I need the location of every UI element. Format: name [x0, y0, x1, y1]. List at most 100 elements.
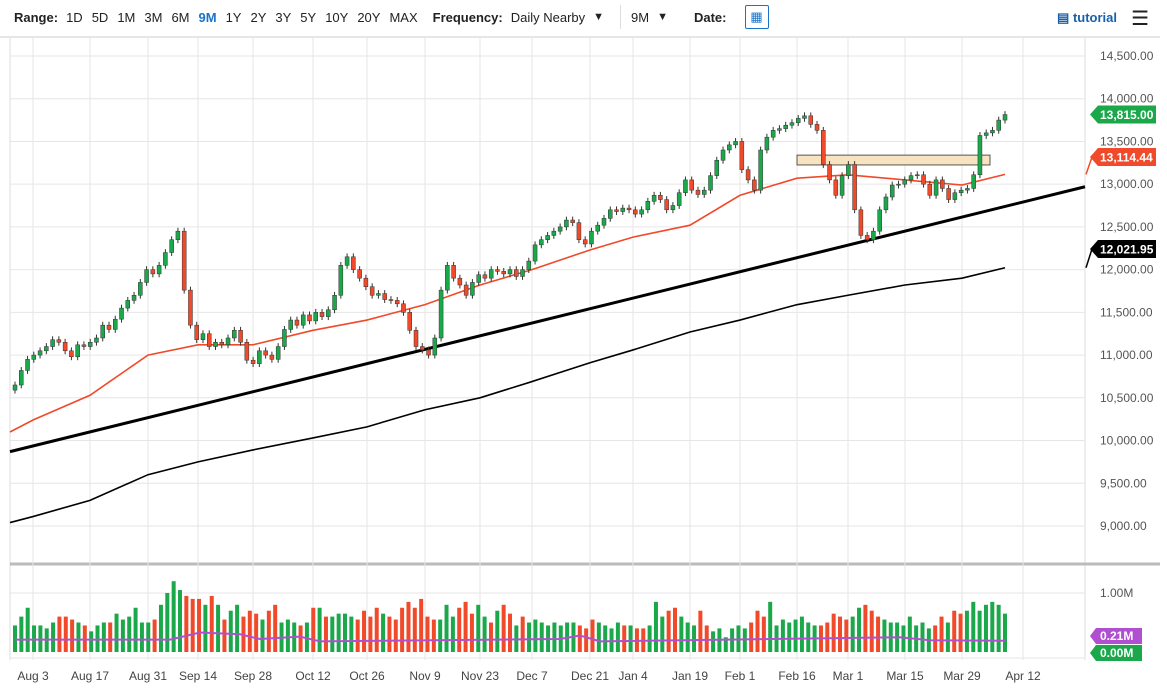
tutorial-link[interactable]: ▤ tutorial — [1057, 10, 1117, 26]
candle — [532, 244, 538, 262]
volume-bar — [907, 616, 912, 652]
candle — [213, 342, 218, 347]
range-1y[interactable]: 1Y — [225, 9, 242, 25]
volume-bar — [158, 604, 163, 652]
candle — [752, 179, 757, 191]
candle — [119, 307, 124, 320]
candle — [946, 188, 951, 200]
candle — [332, 295, 337, 311]
range-3m[interactable]: 3M — [144, 9, 163, 25]
candle — [407, 312, 412, 331]
volume-bar — [882, 619, 887, 652]
candle — [238, 330, 243, 343]
candle — [31, 354, 37, 360]
volume-bar — [330, 616, 335, 652]
range-5y[interactable]: 5Y — [300, 9, 317, 25]
volume-bar — [108, 622, 113, 652]
volume-bar — [260, 619, 265, 652]
period-select[interactable]: 9M — [631, 9, 650, 25]
candle — [175, 230, 181, 240]
volume-bar — [539, 622, 544, 652]
candle — [733, 141, 738, 146]
candle — [326, 309, 331, 317]
candle — [56, 339, 62, 343]
range-max[interactable]: MAX — [389, 9, 418, 25]
range-2y[interactable]: 2Y — [250, 9, 267, 25]
volume-bar — [203, 604, 208, 652]
x-tick-label: Sep 14 — [179, 669, 217, 683]
volume-bar — [901, 625, 906, 652]
volume-bar — [120, 619, 125, 652]
candle — [250, 359, 256, 364]
volume-bar — [222, 619, 227, 652]
volume-bar — [431, 619, 436, 652]
candle — [564, 219, 569, 228]
candle — [382, 293, 387, 300]
candle — [163, 252, 168, 266]
candle — [445, 265, 450, 291]
chevron-down-icon[interactable]: ▼ — [593, 11, 605, 23]
volume-bar — [971, 601, 976, 652]
y-tick-label: 11,500.00 — [1100, 305, 1153, 319]
candle — [75, 344, 80, 358]
volume-bar — [381, 613, 386, 652]
y-tick-label: 14,000.00 — [1100, 92, 1154, 106]
volume-bar — [317, 607, 322, 652]
candle — [933, 179, 939, 196]
volume-bar — [615, 622, 620, 652]
range-20y[interactable]: 20Y — [357, 9, 381, 25]
volume-bar — [349, 616, 354, 652]
range-3y[interactable]: 3Y — [275, 9, 292, 25]
ma200-label: 12,021.95 — [1100, 243, 1154, 257]
volume-bar — [673, 607, 677, 652]
volume-bar — [178, 590, 182, 652]
candle — [100, 324, 105, 339]
x-tick-label: Mar 1 — [833, 669, 864, 683]
x-tick-label: Oct 26 — [349, 669, 385, 683]
y-tick-label: 13,000.00 — [1100, 177, 1154, 191]
chevron-down-icon[interactable]: ▼ — [657, 11, 668, 23]
candle — [138, 282, 143, 296]
x-tick-label: Nov 9 — [409, 669, 441, 683]
range-1m[interactable]: 1M — [117, 9, 136, 25]
candle — [745, 169, 751, 181]
volume-bar — [254, 613, 259, 652]
volume-bar — [761, 616, 766, 652]
volume-bar — [876, 616, 881, 652]
volume-zero-tag — [1090, 645, 1142, 661]
volume-bar — [51, 622, 56, 652]
candle — [952, 192, 958, 200]
candle — [106, 324, 112, 330]
candle — [44, 346, 49, 352]
range-5d[interactable]: 5D — [91, 9, 109, 25]
hamburger-icon[interactable]: ☰ — [1131, 8, 1149, 30]
volume-bar — [476, 604, 481, 652]
y-tick-label: 13,500.00 — [1100, 134, 1154, 148]
range-10y[interactable]: 10Y — [325, 9, 349, 25]
ma200-line — [9, 266, 1006, 524]
y-tick-label: 10,500.00 — [1100, 391, 1154, 405]
volume-bar — [235, 604, 240, 652]
volume-bar — [89, 631, 94, 652]
volume-bar — [983, 604, 988, 652]
candle — [269, 354, 275, 360]
candle — [889, 184, 895, 198]
calendar-icon[interactable]: ▦ — [744, 5, 769, 29]
range-1d[interactable]: 1D — [66, 9, 83, 25]
candle — [87, 342, 93, 347]
frequency-select[interactable]: Daily Nearby — [510, 9, 586, 25]
candle — [977, 135, 983, 176]
volume-bar — [977, 610, 982, 652]
volume-bar — [768, 601, 773, 652]
range-9m[interactable]: 9M — [198, 9, 217, 25]
volume-bar — [964, 610, 969, 652]
volume-bar — [425, 616, 430, 652]
candle — [539, 239, 544, 246]
volume-bar — [666, 610, 671, 652]
x-tick-label: Aug 31 — [129, 669, 167, 683]
volume-bar — [945, 622, 950, 652]
range-6m[interactable]: 6M — [171, 9, 190, 25]
candle — [1002, 114, 1008, 121]
candle — [927, 183, 933, 196]
